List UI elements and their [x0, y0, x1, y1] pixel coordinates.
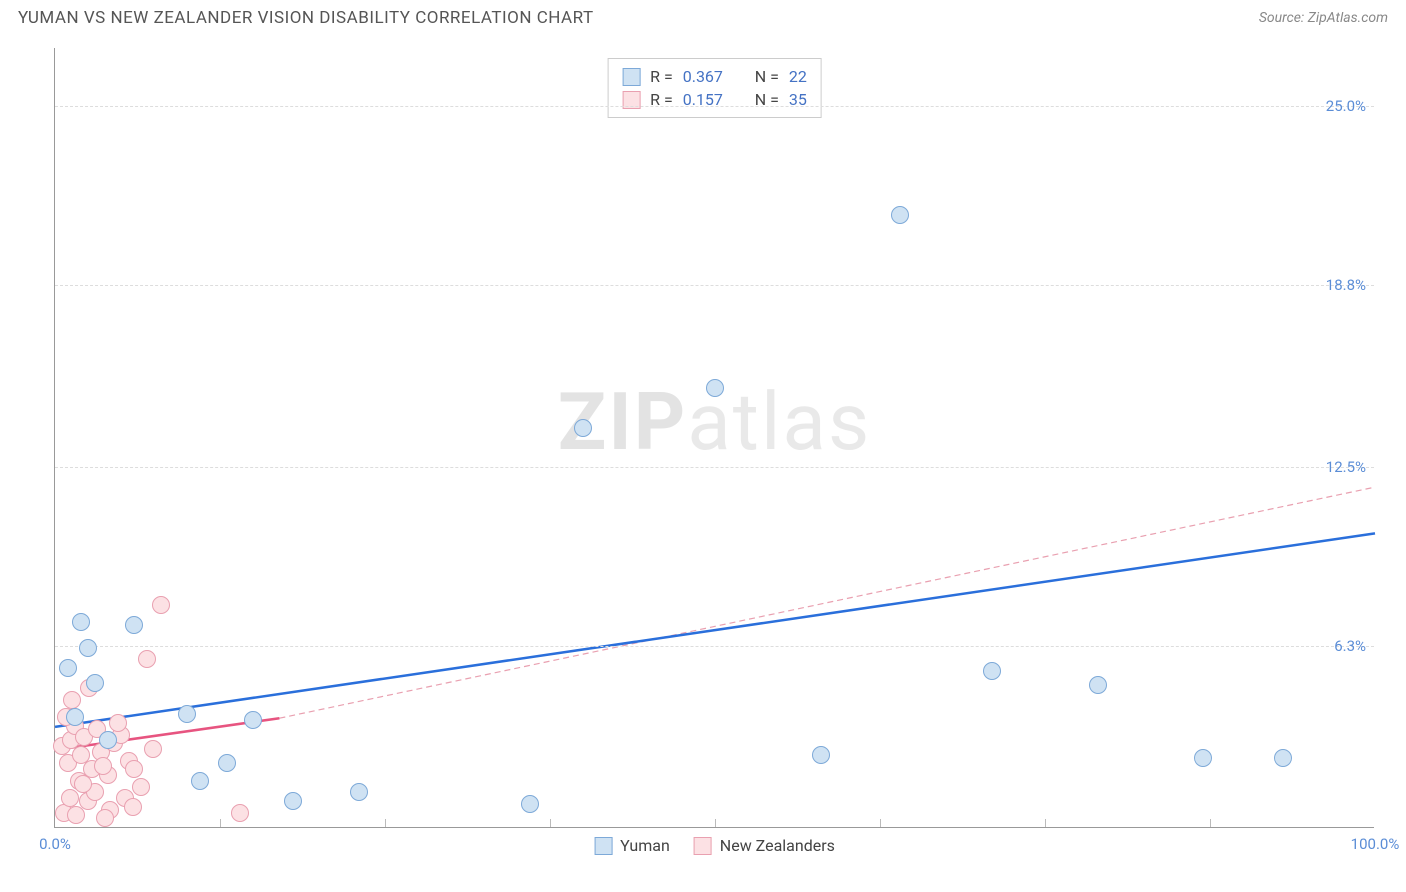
scatter-point — [124, 798, 142, 816]
scatter-point — [74, 775, 92, 793]
x-tick — [880, 819, 881, 827]
scatter-point — [144, 740, 162, 758]
scatter-point — [152, 596, 170, 614]
scatter-point — [125, 760, 143, 778]
gridline-h — [55, 646, 1374, 647]
y-tick-label: 12.5% — [1326, 458, 1366, 476]
scatter-point — [350, 783, 368, 801]
scatter-point — [132, 778, 150, 796]
legend-row: R = 0.367 N = 22 — [622, 65, 807, 88]
legend-n-value: 22 — [789, 67, 807, 86]
scatter-point — [1274, 749, 1292, 767]
scatter-point — [191, 772, 209, 790]
scatter-point — [72, 613, 90, 631]
x-tick-label: 100.0% — [1351, 835, 1400, 853]
source-label: Source: ZipAtlas.com — [1259, 10, 1388, 26]
legend-series: Yuman New Zealanders — [594, 836, 835, 855]
scatter-point — [61, 789, 79, 807]
x-tick — [715, 819, 716, 827]
scatter-point — [63, 691, 81, 709]
scatter-point — [574, 419, 592, 437]
gridline-h — [55, 106, 1374, 107]
scatter-point — [67, 806, 85, 824]
legend-r-label: R = — [650, 67, 673, 86]
scatter-point — [1194, 749, 1212, 767]
scatter-point — [66, 708, 84, 726]
scatter-point — [109, 714, 127, 732]
scatter-point — [59, 659, 77, 677]
scatter-point — [218, 754, 236, 772]
scatter-point — [244, 711, 262, 729]
scatter-point — [1089, 676, 1107, 694]
x-tick — [1210, 819, 1211, 827]
scatter-point — [86, 674, 104, 692]
legend-n-label: N = — [755, 67, 779, 86]
x-tick — [550, 819, 551, 827]
scatter-point — [94, 757, 112, 775]
x-tick — [1045, 819, 1046, 827]
x-tick — [385, 819, 386, 827]
y-tick-label: 25.0% — [1326, 97, 1366, 115]
legend-label: Yuman — [620, 836, 670, 855]
legend-swatch — [622, 68, 640, 86]
legend-item: Yuman — [594, 836, 670, 855]
gridline-h — [55, 285, 1374, 286]
legend-row: R =0.157N = 35 — [622, 88, 807, 111]
legend-swatch — [694, 837, 712, 855]
legend-swatch — [594, 837, 612, 855]
chart-title: YUMAN VS NEW ZEALANDER VISION DISABILITY… — [18, 8, 594, 28]
scatter-point — [96, 809, 114, 827]
scatter-point — [231, 804, 249, 822]
plot-area: ZIPatlas R =0.367N = 22R =0.157N = 35 Yu… — [54, 48, 1374, 828]
gridline-h — [55, 467, 1374, 468]
scatter-point — [521, 795, 539, 813]
scatter-point — [284, 792, 302, 810]
scatter-point — [125, 616, 143, 634]
legend-label: New Zealanders — [720, 836, 835, 855]
legend-r-value: 0.367 — [683, 67, 737, 86]
scatter-point — [79, 639, 97, 657]
chart-container: Vision Disability ZIPatlas R =0.367N = 2… — [18, 38, 1388, 868]
legend-item: New Zealanders — [694, 836, 835, 855]
scatter-point — [178, 705, 196, 723]
scatter-point — [706, 379, 724, 397]
y-tick-label: 6.3% — [1334, 637, 1366, 655]
scatter-point — [99, 731, 117, 749]
chart-header: YUMAN VS NEW ZEALANDER VISION DISABILITY… — [0, 0, 1406, 32]
x-tick — [220, 819, 221, 827]
scatter-point — [983, 662, 1001, 680]
legend-correlation: R = 0.367 N = 22 R =0.157N = 35 — [607, 58, 822, 118]
scatter-point — [891, 206, 909, 224]
x-tick-label: 0.0% — [39, 835, 71, 853]
scatter-point — [138, 650, 156, 668]
scatter-point — [812, 746, 830, 764]
y-tick-label: 18.8% — [1326, 276, 1366, 294]
